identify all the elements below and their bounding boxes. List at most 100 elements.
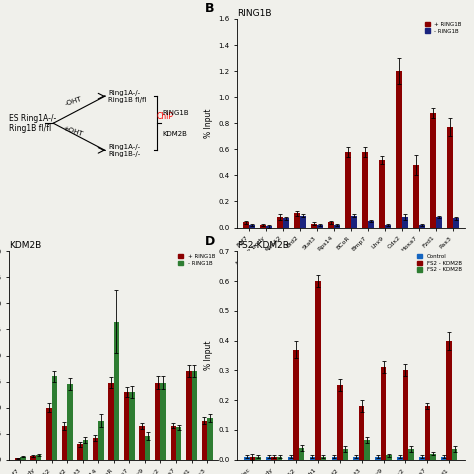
Legend: Control, FS2 - KDM2B, FS2 - KDM2B: Control, FS2 - KDM2B, FS2 - KDM2B [417, 254, 462, 273]
Bar [93, 438, 98, 460]
Bar [401, 217, 408, 228]
Bar [379, 160, 385, 228]
Bar [109, 383, 114, 460]
Bar [20, 456, 26, 460]
Bar [453, 219, 458, 228]
Bar [452, 449, 457, 460]
Bar [77, 444, 82, 460]
Bar [351, 216, 357, 228]
Text: +OHT: +OHT [63, 126, 84, 138]
Bar [299, 448, 304, 460]
Bar [249, 225, 255, 228]
Bar [36, 455, 41, 460]
Text: ChIP: ChIP [156, 112, 173, 121]
Bar [436, 217, 442, 228]
Bar [139, 426, 145, 460]
Bar [419, 225, 425, 228]
Bar [317, 225, 323, 228]
Legend: + RING1B, - RING1B: + RING1B, - RING1B [178, 254, 215, 266]
Bar [315, 281, 321, 460]
Text: RING1B: RING1B [237, 9, 272, 18]
Bar [15, 458, 20, 460]
Text: Ring1A-/-
Ring1B-/-: Ring1A-/- Ring1B-/- [108, 144, 140, 157]
Text: Non CGI: Non CGI [246, 290, 269, 295]
Bar [243, 222, 249, 228]
Bar [337, 385, 343, 460]
Text: B: B [205, 2, 215, 15]
Bar [293, 349, 299, 460]
Bar [114, 322, 119, 460]
Bar [343, 449, 348, 460]
Bar [155, 383, 161, 460]
Bar [161, 383, 166, 460]
Text: D: D [205, 235, 215, 247]
Bar [328, 222, 334, 228]
Bar [447, 127, 453, 228]
Bar [202, 421, 207, 460]
Bar [430, 113, 436, 228]
Bar [441, 457, 447, 460]
Bar [365, 440, 370, 460]
Bar [334, 225, 340, 228]
Bar [321, 457, 326, 460]
Bar [381, 367, 386, 460]
Bar [250, 457, 255, 460]
Bar [385, 225, 391, 228]
Bar [124, 392, 129, 460]
Bar [272, 457, 277, 460]
Bar [171, 426, 176, 460]
Bar [191, 371, 197, 460]
Text: RING1B: RING1B [163, 110, 190, 116]
Bar [368, 221, 374, 228]
Text: Ring1A-/-
Ring1B fl/fl: Ring1A-/- Ring1B fl/fl [108, 90, 146, 103]
Legend: + RING1B, - RING1B: + RING1B, - RING1B [425, 22, 462, 34]
Bar [311, 224, 317, 228]
Text: KDM2B: KDM2B [9, 241, 42, 250]
Text: KDM2B: KDM2B [163, 131, 188, 137]
Bar [52, 376, 57, 460]
Bar [186, 371, 191, 460]
Bar [283, 219, 289, 228]
Bar [255, 457, 261, 460]
Bar [145, 436, 150, 460]
Text: ES Ring1A-/-
Ring1B fl/fl: ES Ring1A-/- Ring1B fl/fl [9, 114, 57, 133]
Bar [396, 71, 401, 228]
Bar [354, 457, 359, 460]
Bar [62, 426, 67, 460]
Bar [46, 408, 52, 460]
Bar [176, 428, 182, 460]
Bar [375, 457, 381, 460]
Y-axis label: % Input: % Input [203, 341, 212, 370]
Bar [277, 217, 283, 228]
Bar [425, 406, 430, 460]
Bar [244, 457, 250, 460]
Bar [397, 457, 403, 460]
Bar [266, 226, 272, 228]
Bar [67, 384, 73, 460]
Bar [403, 370, 408, 460]
Bar [30, 456, 36, 460]
Text: -OHT: -OHT [64, 95, 82, 107]
Bar [419, 457, 425, 460]
Bar [345, 152, 351, 228]
Bar [447, 341, 452, 460]
Bar [408, 449, 414, 460]
Bar [260, 225, 266, 228]
Y-axis label: % Input: % Input [203, 109, 212, 138]
Text: CGI: CGI [295, 290, 305, 295]
Bar [359, 406, 365, 460]
Bar [386, 456, 392, 460]
Bar [277, 457, 283, 460]
Bar [300, 216, 306, 228]
Bar [129, 392, 135, 460]
Bar [294, 213, 300, 228]
Text: FS2-KDM2B: FS2-KDM2B [237, 241, 289, 250]
Bar [332, 457, 337, 460]
Text: PcG CGI: PcG CGI [382, 290, 404, 295]
Bar [310, 457, 315, 460]
Bar [266, 457, 272, 460]
Bar [82, 440, 88, 460]
Bar [362, 152, 368, 228]
Bar [413, 165, 419, 228]
Bar [288, 457, 293, 460]
